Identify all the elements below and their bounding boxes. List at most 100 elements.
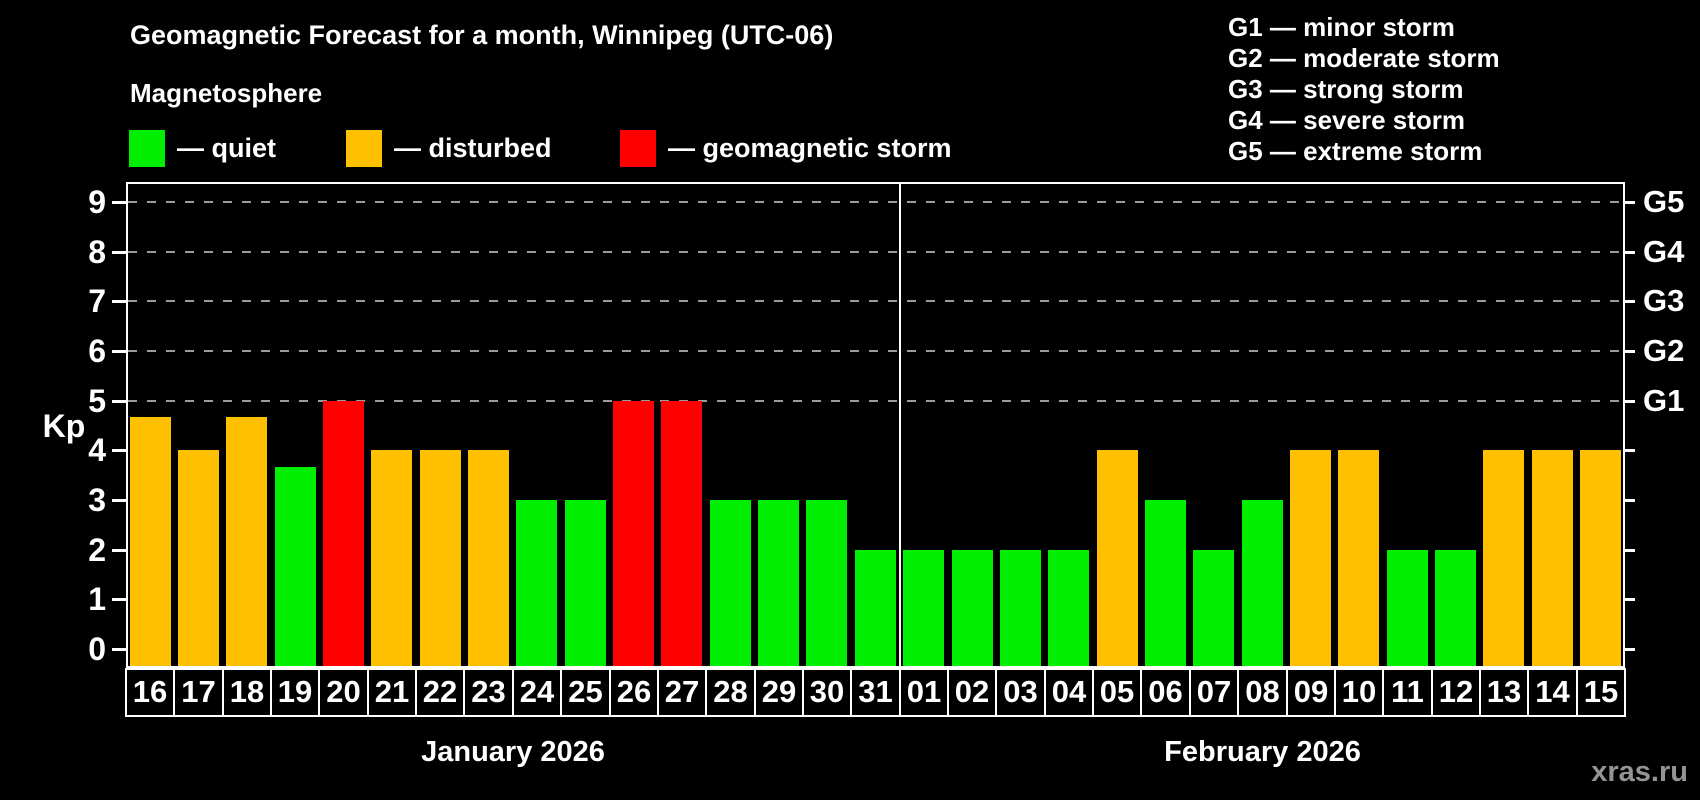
day-cell: 02 [947, 668, 997, 717]
y-axis-tick [112, 449, 126, 452]
day-cell: 08 [1237, 668, 1288, 717]
kp-bar-day-10 [1338, 450, 1379, 666]
day-cell: 29 [754, 668, 804, 717]
y-axis-tick [112, 549, 126, 552]
month-divider [899, 184, 901, 666]
day-cell: 04 [1044, 668, 1094, 717]
day-cell: 26 [609, 668, 659, 717]
right-axis-tick [1625, 251, 1635, 254]
day-cell: 06 [1140, 668, 1191, 717]
kp-bar-day-07 [1193, 550, 1234, 666]
right-axis-tick [1625, 449, 1635, 452]
gridline [128, 201, 1623, 203]
right-axis-tick [1625, 201, 1635, 204]
day-cell: 17 [173, 668, 224, 717]
day-cell: 11 [1382, 668, 1433, 717]
magnetosphere-label: Magnetosphere [130, 78, 323, 108]
y-tick-label: 7 [88, 283, 106, 319]
y-tick-label: 6 [88, 333, 106, 369]
y-axis-tick [112, 598, 126, 601]
gridline [128, 400, 1623, 402]
plot-area [126, 182, 1625, 668]
y-axis-title: Kp [42, 408, 86, 444]
kp-bar-day-08 [1242, 500, 1283, 666]
g-scale-legend-line: G5 — extreme storm [1228, 136, 1483, 166]
kp-bar-day-02 [952, 550, 993, 666]
y-axis-tick [112, 400, 126, 403]
day-cell: 13 [1479, 668, 1529, 717]
right-axis-tick [1625, 400, 1635, 403]
day-cell: 12 [1431, 668, 1481, 717]
y-axis-tick [112, 499, 126, 502]
g-axis-label: G5 [1643, 184, 1685, 219]
kp-bar-day-01 [903, 550, 944, 666]
gridline [128, 350, 1623, 352]
day-cell: 03 [995, 668, 1046, 717]
y-axis-tick [112, 350, 126, 353]
kp-bar-day-19 [275, 467, 316, 666]
g-scale-legend-line: G2 — moderate storm [1228, 43, 1500, 73]
g-scale-legend-line: G3 — strong storm [1228, 74, 1464, 104]
right-axis-tick [1625, 350, 1635, 353]
day-cell: 21 [367, 668, 417, 717]
day-cell: 16 [125, 668, 175, 717]
day-cell: 05 [1092, 668, 1142, 717]
day-cell: 23 [463, 668, 514, 717]
kp-bar-day-27 [661, 401, 702, 666]
day-cell: 09 [1286, 668, 1336, 717]
y-tick-label: 1 [88, 581, 106, 617]
day-cell: 01 [899, 668, 949, 717]
kp-bar-day-13 [1483, 450, 1524, 666]
y-axis-tick [112, 251, 126, 254]
kp-bar-day-06 [1145, 500, 1186, 666]
g-axis-label: G3 [1643, 283, 1685, 318]
quiet-legend-swatch [129, 130, 165, 167]
gridline [128, 251, 1623, 253]
storm-legend-label: — geomagnetic storm [668, 133, 952, 163]
watermark: xras.ru [1591, 756, 1688, 788]
kp-bar-day-11 [1387, 550, 1428, 666]
kp-bar-day-18 [226, 417, 267, 666]
kp-bar-day-25 [565, 500, 606, 666]
day-cell: 30 [802, 668, 852, 717]
kp-bar-day-21 [371, 450, 412, 666]
day-cell: 10 [1334, 668, 1384, 717]
kp-bar-day-28 [710, 500, 751, 666]
day-cell: 27 [657, 668, 707, 717]
g-scale-legend-line: G4 — severe storm [1228, 105, 1466, 135]
day-cell: 28 [705, 668, 756, 717]
kp-bar-day-16 [130, 417, 171, 666]
gridline [128, 300, 1623, 302]
kp-bar-day-29 [758, 500, 799, 666]
right-axis-tick [1625, 598, 1635, 601]
y-axis-tick [112, 300, 126, 303]
kp-bar-day-05 [1097, 450, 1138, 666]
kp-bar-day-20 [323, 401, 364, 666]
kp-bar-day-17 [178, 450, 219, 666]
storm-legend-swatch [620, 130, 656, 167]
kp-bar-day-30 [806, 500, 847, 666]
kp-bar-day-15 [1580, 450, 1621, 666]
kp-bar-day-26 [613, 401, 654, 666]
day-cell: 07 [1189, 668, 1239, 717]
day-cell: 14 [1527, 668, 1578, 717]
right-axis-tick [1625, 648, 1635, 651]
day-cell: 19 [270, 668, 320, 717]
day-cell: 20 [318, 668, 369, 717]
kp-bar-day-12 [1435, 550, 1476, 666]
y-tick-label: 0 [88, 631, 106, 667]
day-cell: 24 [512, 668, 562, 717]
y-axis-tick [112, 648, 126, 651]
y-tick-label: 3 [88, 482, 106, 518]
right-axis-tick [1625, 300, 1635, 303]
chart-title: Geomagnetic Forecast for a month, Winnip… [130, 20, 834, 50]
y-tick-label: 5 [88, 383, 106, 419]
g-scale-legend: G1 — minor storm G2 — moderate storm G3 — … [1228, 12, 1500, 167]
g-axis-label: G4 [1643, 234, 1685, 269]
y-tick-label: 8 [88, 234, 106, 270]
kp-bar-day-24 [516, 500, 557, 666]
day-cell: 18 [222, 668, 272, 717]
g-axis-label: G2 [1643, 333, 1685, 368]
right-axis-tick [1625, 549, 1635, 552]
y-tick-label: 9 [88, 184, 106, 220]
